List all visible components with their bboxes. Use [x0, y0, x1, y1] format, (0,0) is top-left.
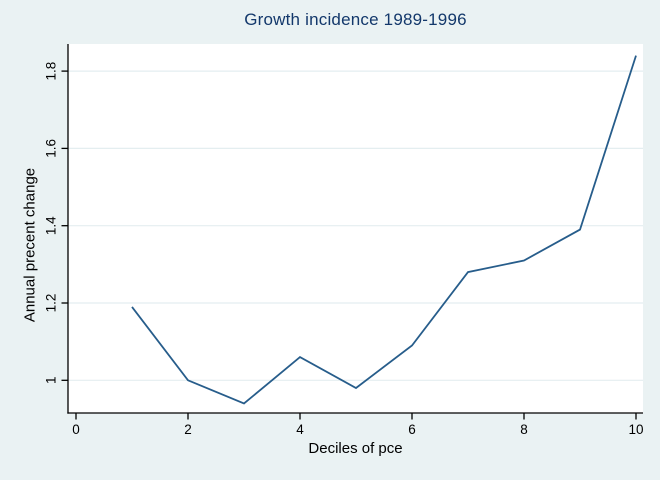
x-tick-label: 2: [184, 422, 192, 437]
y-tick-label: 1.2: [44, 294, 59, 313]
y-axis-label: Annual precent change: [21, 167, 39, 323]
y-tick-label: 1.8: [44, 62, 59, 81]
y-tick-label: 1.6: [44, 139, 59, 158]
x-tick-label: 0: [72, 422, 80, 437]
chart-title: Growth incidence 1989-1996: [244, 10, 467, 29]
plot-area: [68, 44, 643, 413]
x-tick-label: 10: [628, 422, 643, 437]
x-axis-label: Deciles of pce: [308, 440, 403, 457]
x-tick-label: 4: [296, 422, 304, 437]
y-tick-label: 1: [44, 377, 59, 385]
y-tick-label: 1.4: [44, 216, 59, 235]
x-tick-label: 6: [408, 422, 416, 437]
x-tick-label: 8: [520, 422, 528, 437]
data-line: [131, 55, 637, 405]
